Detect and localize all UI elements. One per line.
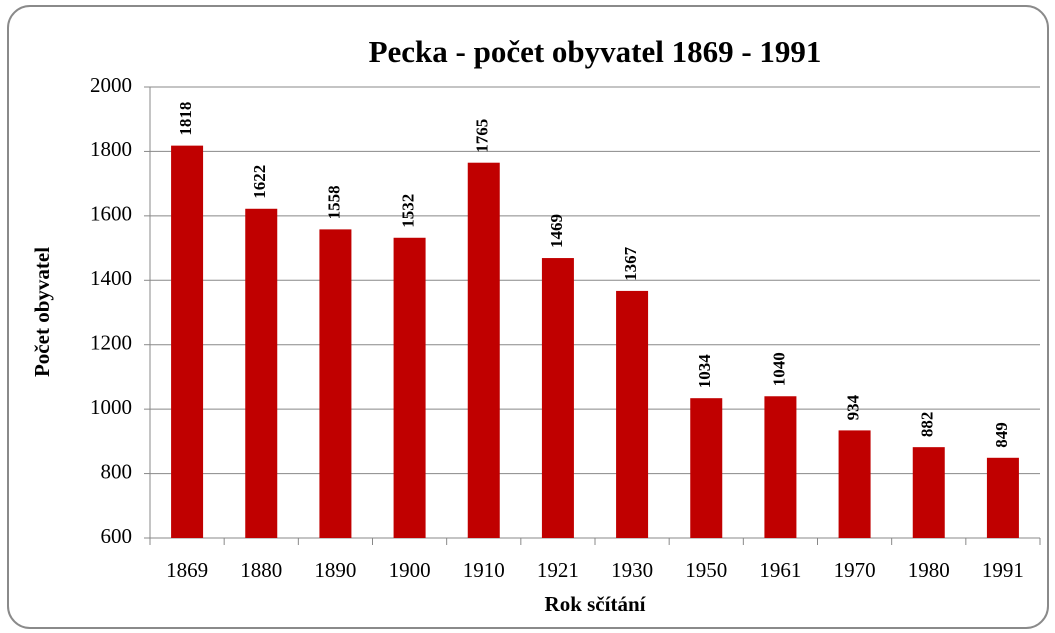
x-tick-label: 1921 <box>537 558 579 582</box>
data-label: 1622 <box>250 165 269 199</box>
bar <box>986 457 1019 538</box>
chart-frame <box>7 5 1049 629</box>
x-tick-label: 1869 <box>166 558 208 582</box>
y-tick-label: 600 <box>101 524 133 548</box>
x-tick-label: 1930 <box>611 558 653 582</box>
x-axis-label: Rok sčítání <box>545 592 647 616</box>
x-tick-label: 1991 <box>982 558 1024 582</box>
data-label: 1818 <box>176 102 195 136</box>
bar <box>690 398 723 538</box>
x-tick-label: 1900 <box>389 558 431 582</box>
data-label: 1034 <box>695 354 714 389</box>
data-label: 1765 <box>473 119 492 153</box>
bar <box>764 396 797 538</box>
x-tick-label: 1910 <box>463 558 505 582</box>
x-tick-label: 1961 <box>759 558 801 582</box>
bar <box>912 447 945 538</box>
bar <box>838 430 871 538</box>
x-tick-label: 1970 <box>834 558 876 582</box>
y-tick-label: 2000 <box>90 73 132 97</box>
y-tick-label: 1200 <box>90 331 132 355</box>
bar <box>245 208 278 538</box>
bar <box>467 162 500 539</box>
y-tick-label: 800 <box>101 459 133 483</box>
bar <box>541 258 574 538</box>
bar <box>171 145 204 538</box>
x-tick-label: 1880 <box>240 558 282 582</box>
y-tick-label: 1800 <box>90 137 132 161</box>
data-label: 849 <box>992 422 1011 448</box>
y-tick-label: 1000 <box>90 395 132 419</box>
data-label: 934 <box>843 394 862 420</box>
data-label: 1040 <box>769 352 788 386</box>
bar <box>319 229 352 538</box>
x-tick-label: 1980 <box>908 558 950 582</box>
data-label: 1558 <box>324 185 343 219</box>
x-tick-label: 1950 <box>685 558 727 582</box>
data-label: 882 <box>918 412 937 438</box>
data-label: 1532 <box>398 194 417 228</box>
chart-title: Pecka - počet obyvatel 1869 - 1991 <box>369 34 822 69</box>
bar <box>393 237 426 538</box>
x-tick-label: 1890 <box>314 558 356 582</box>
y-tick-label: 1400 <box>90 266 132 290</box>
y-axis-label: Počet obyvatel <box>30 247 54 377</box>
data-label: 1367 <box>621 246 640 281</box>
y-tick-label: 1600 <box>90 202 132 226</box>
bar <box>616 290 649 538</box>
data-label: 1469 <box>547 214 566 248</box>
